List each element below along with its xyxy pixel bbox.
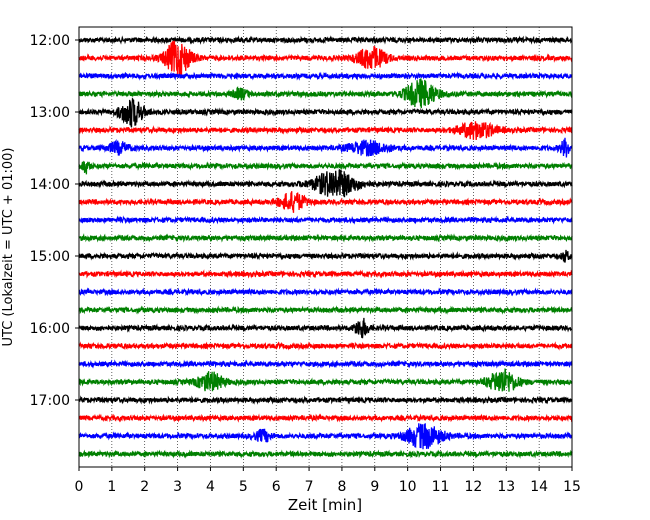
trace-line — [78, 368, 573, 392]
x-tick-label: 8 — [337, 479, 346, 495]
trace-line — [78, 160, 573, 175]
trace-line — [78, 305, 573, 315]
x-tick-label: 7 — [305, 479, 314, 495]
trace-line — [78, 35, 572, 45]
x-tick-label: 3 — [173, 479, 182, 495]
trace-line — [78, 269, 573, 279]
trace-line — [78, 97, 573, 128]
y-tick-label: 17:00 — [30, 393, 70, 409]
trace-line — [78, 71, 573, 81]
y-tick-label: 16:00 — [30, 321, 70, 337]
trace-line — [78, 191, 573, 213]
y-axis-ticks: 12:00 13:00 14:00 15:00 16:00 17:00 — [30, 33, 79, 409]
trace-line — [78, 233, 573, 243]
x-tick-label: 9 — [370, 479, 379, 495]
x-axis-ticks: 0 1 2 3 4 5 6 7 8 9 10 11 12 13 14 15 — [75, 467, 581, 495]
trace-line — [78, 359, 573, 369]
x-axis-title: Zeit [min] — [288, 496, 362, 514]
grid-lines — [111, 27, 540, 467]
x-tick-label: 4 — [206, 479, 215, 495]
trace-line — [78, 449, 573, 459]
trace-line — [78, 137, 573, 158]
y-tick-label: 14:00 — [30, 177, 70, 193]
trace-line — [78, 121, 573, 141]
trace-line — [78, 215, 573, 225]
x-tick-label: 6 — [272, 479, 281, 495]
trace-line — [78, 317, 573, 339]
plot-frame — [78, 26, 573, 468]
y-axis-title: UTC (Lokalzeit = UTC + 01:00) — [1, 148, 16, 347]
x-tick-label: 5 — [239, 479, 248, 495]
trace-line — [78, 40, 573, 76]
x-tick-label: 10 — [399, 479, 417, 495]
x-tick-label: 13 — [497, 479, 515, 495]
y-tick-label: 12:00 — [30, 33, 70, 49]
y-tick-label: 15:00 — [30, 249, 70, 265]
trace-line — [78, 78, 573, 109]
trace-line — [78, 413, 573, 423]
y-tick-label: 13:00 — [30, 105, 70, 121]
trace-line — [78, 395, 573, 405]
trace-line — [78, 169, 573, 198]
x-tick-label: 11 — [432, 479, 450, 495]
x-tick-label: 2 — [140, 479, 149, 495]
x-tick-label: 12 — [464, 479, 482, 495]
x-tick-label: 0 — [75, 479, 84, 495]
trace-group — [78, 35, 573, 459]
trace-line — [78, 287, 573, 297]
trace-line — [78, 249, 573, 263]
x-tick-label: 15 — [563, 479, 581, 495]
trace-line — [78, 341, 573, 351]
x-tick-label: 1 — [107, 479, 116, 495]
x-tick-label: 14 — [530, 479, 548, 495]
trace-line — [78, 423, 573, 450]
